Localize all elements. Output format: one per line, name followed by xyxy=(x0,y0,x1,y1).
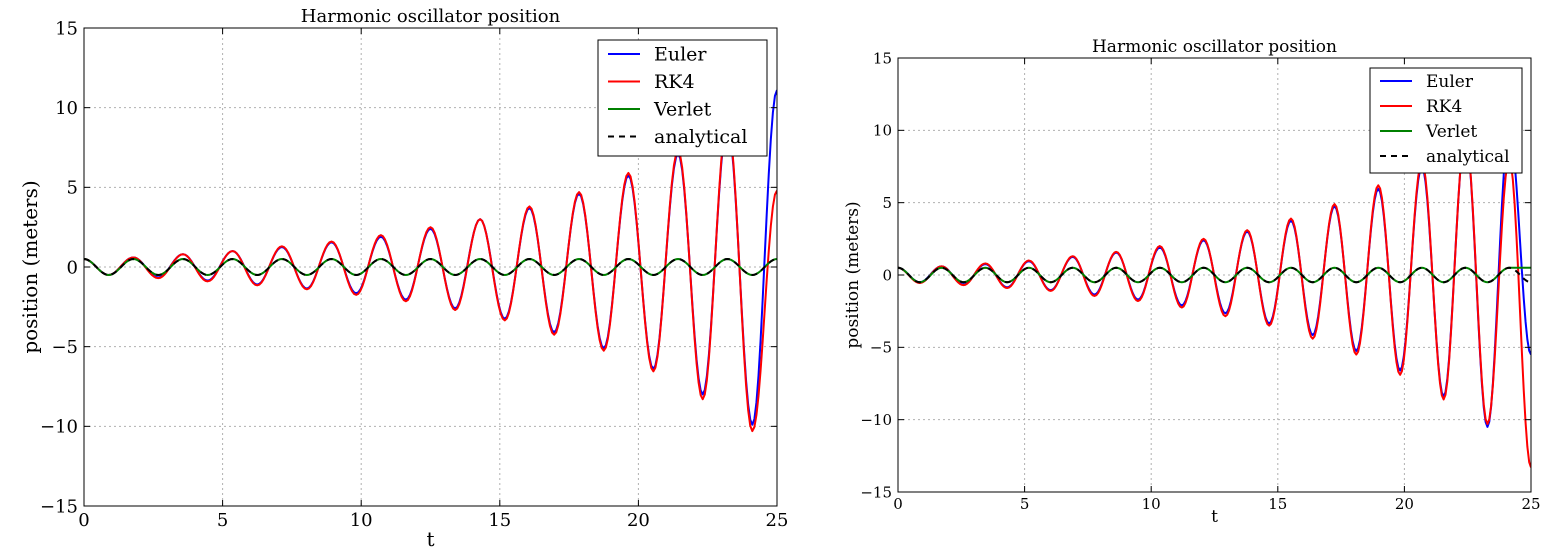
x-tick-label: 25 xyxy=(1521,495,1540,513)
y-tick-label: 10 xyxy=(873,122,892,140)
legend-label-rk4: RK4 xyxy=(1426,97,1462,117)
x-tick-label: 0 xyxy=(893,495,903,513)
y-tick-label: −15 xyxy=(40,496,78,517)
y-tick-label: −5 xyxy=(51,337,78,358)
x-tick-label: 10 xyxy=(350,510,373,531)
x-axis-label: t xyxy=(1211,507,1218,527)
legend-label-analytical: analytical xyxy=(1426,147,1510,167)
series-lines xyxy=(898,129,1531,468)
y-tick-label: 15 xyxy=(873,49,892,67)
series-lines xyxy=(84,89,777,433)
legend-label-euler: Euler xyxy=(1426,72,1474,92)
y-tick-label: 10 xyxy=(55,98,78,119)
legend-label-euler: Euler xyxy=(654,44,707,66)
y-tick-label: 5 xyxy=(67,178,78,199)
legend-label-analytical: analytical xyxy=(654,126,747,148)
series-line-rk4 xyxy=(898,135,1531,468)
x-tick-label: 15 xyxy=(488,510,511,531)
chart-right: 0 5 10 15 20 25 −15 −10 −5 0 5 10 15 Harmonic oscilla… xyxy=(843,37,1541,527)
y-tick-label: −10 xyxy=(40,417,78,438)
x-tick-label: 5 xyxy=(217,510,228,531)
x-axis-label: t xyxy=(426,527,434,551)
x-tick-label: 25 xyxy=(766,510,789,531)
y-axis-label: position (meters) xyxy=(18,180,42,353)
x-tick-label: 20 xyxy=(1395,495,1414,513)
chart-title: Harmonic oscillator position xyxy=(301,6,561,27)
chart-title: Harmonic oscillator position xyxy=(1092,37,1337,57)
chart-left: 0 5 10 15 20 25 −15 −10 −5 0 5 10 15 Harmonic oscilla… xyxy=(18,6,788,551)
y-tick-label: −10 xyxy=(860,411,892,429)
series-line-analytical xyxy=(84,258,777,276)
x-tick-label: 15 xyxy=(1268,495,1287,513)
x-tick-label: 0 xyxy=(78,510,89,531)
legend-label-verlet: Verlet xyxy=(653,99,712,121)
y-tick-label: 0 xyxy=(882,266,892,284)
y-tick-label: −15 xyxy=(860,483,892,501)
y-tick-label: 15 xyxy=(55,18,78,39)
series-line-analytical xyxy=(898,266,1531,284)
y-tick-label: −5 xyxy=(870,339,892,357)
legend: Euler RK4 Verlet analytical xyxy=(1369,67,1523,174)
legend-box xyxy=(597,39,768,157)
x-tick-label: 20 xyxy=(627,510,650,531)
legend-label-rk4: RK4 xyxy=(654,71,695,93)
y-tick-label: 5 xyxy=(882,194,892,212)
legend: Euler RK4 Verlet analytical xyxy=(597,39,768,157)
series-line-rk4 xyxy=(84,119,777,433)
x-tick-label: 5 xyxy=(1020,495,1030,513)
x-tick-label: 10 xyxy=(1142,495,1161,513)
y-axis-label: position (meters) xyxy=(843,201,863,348)
y-tick-label: 0 xyxy=(67,257,78,278)
legend-label-verlet: Verlet xyxy=(1425,122,1477,142)
